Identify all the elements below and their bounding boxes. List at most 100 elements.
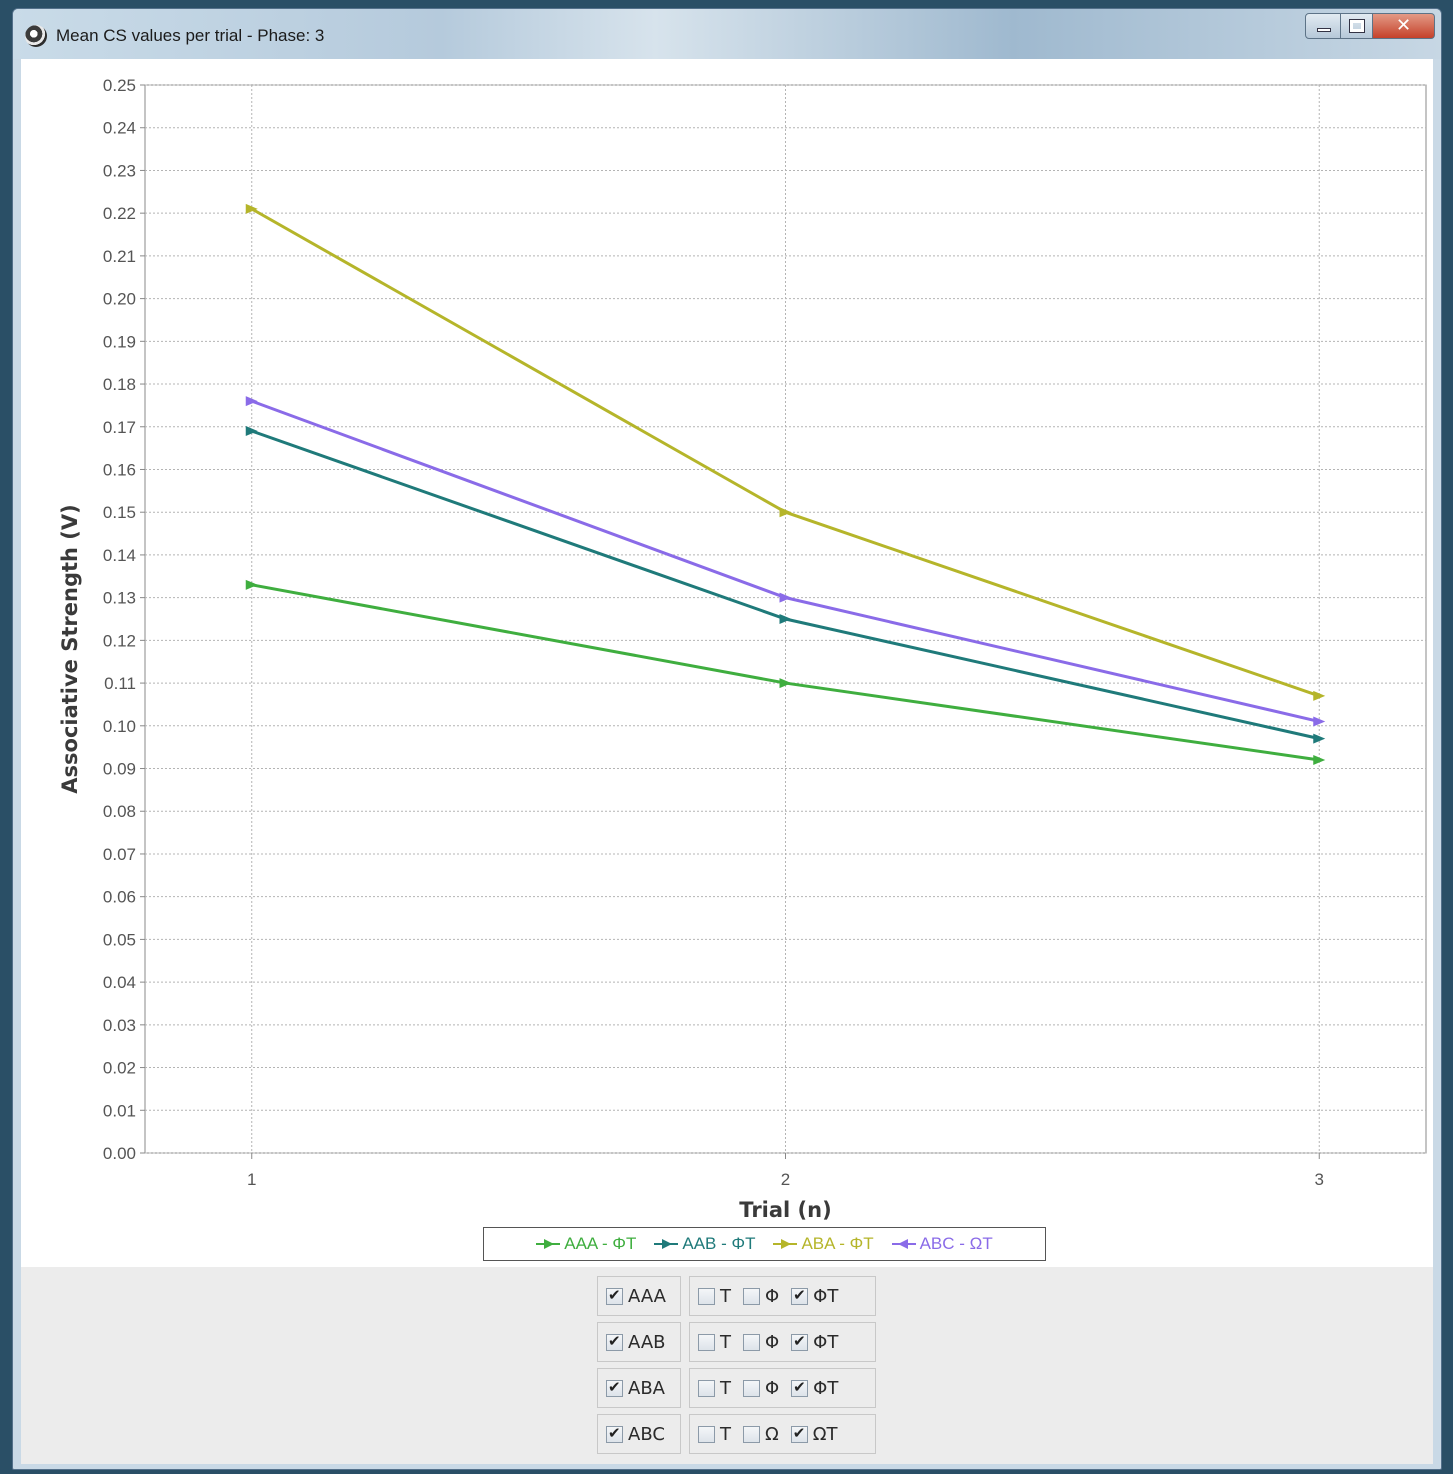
checkbox-label: T <box>720 1331 731 1353</box>
checkbox-label: T <box>720 1285 731 1307</box>
checkbox-label: Φ <box>765 1331 780 1353</box>
stimulus-options: T Φ ΦT <box>689 1368 876 1408</box>
data-point <box>1313 754 1326 765</box>
filter-row: ABC T Ω ΩT <box>597 1414 876 1454</box>
data-point <box>245 396 258 407</box>
stimulus-checkbox[interactable]: Ω <box>743 1424 779 1445</box>
stimulus-checkbox[interactable]: Φ <box>743 1286 779 1307</box>
stimulus-checkbox[interactable]: Φ <box>743 1332 779 1353</box>
y-tick-label: 0.12 <box>103 631 136 650</box>
app-icon <box>25 25 47 47</box>
data-point <box>779 614 792 624</box>
x-tick-label: 3 <box>1315 1170 1324 1189</box>
y-tick-label: 0.11 <box>104 674 136 693</box>
checkbox[interactable] <box>743 1425 760 1443</box>
stimulus-checkbox[interactable]: ΦT <box>791 1378 838 1399</box>
checkbox-label: ΦT <box>813 1331 839 1353</box>
x-axis-title: Trial (n) <box>739 1198 831 1222</box>
app-window: Mean CS values per trial - Phase: 3 ✕ 0.… <box>12 8 1442 1470</box>
checkbox[interactable] <box>743 1333 760 1351</box>
checkbox[interactable] <box>606 1286 623 1305</box>
checkbox[interactable] <box>698 1287 715 1305</box>
checkbox-label: ΩT <box>812 1423 838 1445</box>
group-checkbox-aaa[interactable]: AAA <box>597 1276 681 1316</box>
stimulus-checkbox[interactable]: T <box>698 1378 731 1399</box>
stimulus-checkbox[interactable]: ΦT <box>791 1332 838 1353</box>
checkbox[interactable] <box>606 1332 623 1351</box>
checkbox[interactable] <box>791 1332 809 1351</box>
series-filter-panel: AAA T Φ ΦT AAB T Φ ΦT ABA T Φ ΦT ABC T Ω… <box>597 1276 876 1460</box>
stimulus-checkbox[interactable]: ΩT <box>790 1423 838 1445</box>
checkbox[interactable] <box>606 1378 623 1397</box>
checkbox-label: T <box>720 1423 731 1445</box>
checkbox-label: AAA <box>628 1285 666 1307</box>
y-tick-label: 0.07 <box>103 845 136 864</box>
y-tick-label: 0.02 <box>103 1059 136 1078</box>
maximize-button[interactable] <box>1341 13 1373 39</box>
data-point <box>1313 716 1326 727</box>
window-client-area: 0.00 0.01 0.02 0.03 0.04 0.05 0.06 0.07 0.08 0.09… <box>21 59 1433 1464</box>
minimize-button[interactable] <box>1305 13 1341 39</box>
data-point <box>779 592 792 603</box>
y-tick-label: 0.01 <box>103 1101 136 1120</box>
checkbox-label: Ω <box>765 1423 779 1445</box>
y-tick-label: 0.03 <box>103 1016 136 1035</box>
y-tick-label: 0.18 <box>103 375 136 394</box>
checkbox[interactable] <box>791 1378 809 1397</box>
legend-label: AAB - ΦT <box>682 1234 756 1253</box>
x-tick-label: 1 <box>247 1170 256 1189</box>
checkbox-label: ΦT <box>813 1285 839 1307</box>
y-tick-label: 0.14 <box>103 546 136 565</box>
legend-label: AAA - ΦT <box>564 1234 637 1253</box>
stimulus-checkbox[interactable]: T <box>698 1332 731 1353</box>
y-tick-label: 0.08 <box>103 802 136 821</box>
y-tick-label: 0.09 <box>103 760 136 779</box>
checkbox-label: ABA <box>628 1377 665 1399</box>
stimulus-options: T Φ ΦT <box>689 1322 876 1362</box>
y-tick-label: 0.06 <box>103 888 136 907</box>
checkbox[interactable] <box>698 1333 715 1351</box>
y-tick-label: 0.21 <box>103 247 136 266</box>
title-bar[interactable]: Mean CS values per trial - Phase: 3 ✕ <box>13 9 1441 59</box>
data-point <box>1313 733 1326 744</box>
checkbox[interactable] <box>698 1379 715 1397</box>
window-title: Mean CS values per trial - Phase: 3 <box>56 26 325 45</box>
checkbox-label: Φ <box>765 1285 780 1307</box>
close-button[interactable]: ✕ <box>1373 13 1435 39</box>
data-point <box>245 579 258 590</box>
stimulus-checkbox[interactable]: Φ <box>743 1378 779 1399</box>
data-point <box>1313 690 1326 701</box>
checkbox-label: ΦT <box>813 1377 839 1399</box>
checkbox[interactable] <box>743 1287 760 1305</box>
y-tick-label: 0.19 <box>103 332 136 351</box>
checkbox[interactable] <box>791 1286 809 1305</box>
filter-row: AAA T Φ ΦT <box>597 1276 876 1316</box>
y-tick-label: 0.16 <box>103 460 136 479</box>
group-checkbox-abc[interactable]: ABC <box>597 1414 681 1454</box>
stimulus-checkbox[interactable]: T <box>698 1286 731 1307</box>
y-tick-label: 0.24 <box>103 119 136 138</box>
legend-item: AAB - ΦT <box>654 1234 755 1254</box>
y-tick-label: 0.05 <box>103 930 136 949</box>
y-tick-label: 0.13 <box>103 589 136 608</box>
checkbox[interactable] <box>698 1425 715 1443</box>
y-tick-label: 0.15 <box>103 503 136 522</box>
data-point <box>245 426 258 437</box>
data-point <box>779 678 792 689</box>
legend-item: AAA - ΦT <box>536 1234 636 1254</box>
checkbox[interactable] <box>743 1379 760 1397</box>
stimulus-options: T Ω ΩT <box>689 1414 876 1454</box>
checkbox[interactable] <box>790 1424 808 1443</box>
chart-panel: 0.00 0.01 0.02 0.03 0.04 0.05 0.06 0.07 0.08 0.09… <box>21 59 1433 1267</box>
y-tick-label: 0.17 <box>103 418 136 437</box>
stimulus-checkbox[interactable]: ΦT <box>791 1286 838 1307</box>
y-tick-label: 0.00 <box>103 1144 136 1163</box>
stimulus-checkbox[interactable]: T <box>698 1424 731 1445</box>
line-chart: 0.00 0.01 0.02 0.03 0.04 0.05 0.06 0.07 0.08 0.09… <box>58 76 1427 1222</box>
minimize-icon <box>1317 28 1331 32</box>
x-tick-label: 2 <box>781 1170 790 1189</box>
checkbox[interactable] <box>606 1424 623 1443</box>
group-checkbox-aba[interactable]: ABA <box>597 1368 681 1408</box>
legend-swatch <box>773 1239 798 1249</box>
group-checkbox-aab[interactable]: AAB <box>597 1322 681 1362</box>
